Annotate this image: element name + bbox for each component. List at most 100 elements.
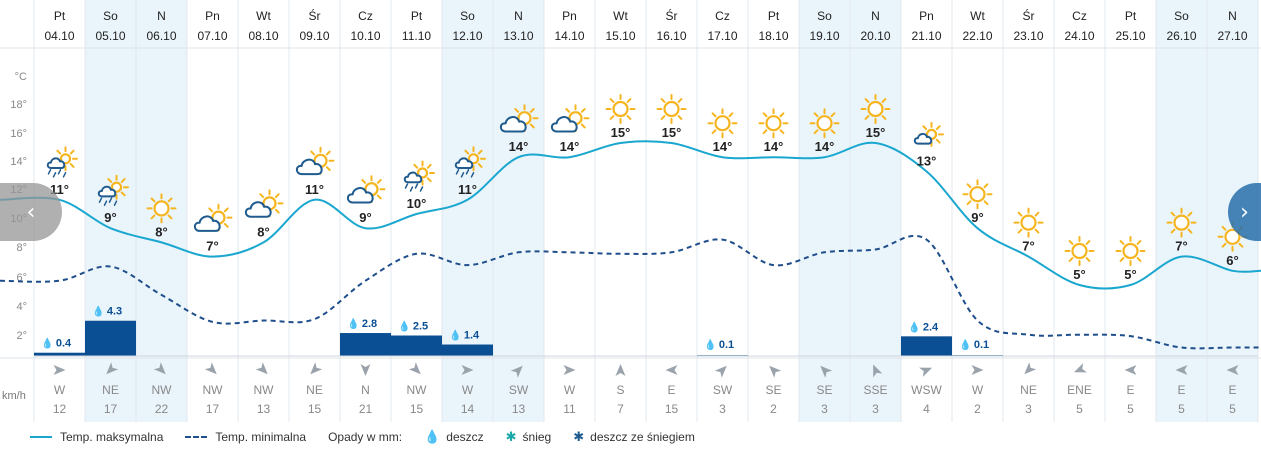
date-label: 19.10 (809, 29, 839, 43)
sun-ray (259, 193, 265, 199)
day-of-week-label: Śr (1023, 8, 1035, 23)
sun-ray (966, 183, 972, 189)
wind-speed-label: 13 (512, 402, 526, 416)
sun-ray (1017, 228, 1023, 234)
day-of-week-label: Pt (411, 9, 423, 23)
sun-ray (922, 125, 928, 131)
date-label: 10.10 (350, 29, 380, 43)
sun-disc (969, 186, 986, 203)
precip-label-group: 💧 2.5 (398, 320, 428, 333)
max-temp-label: 9° (104, 210, 116, 225)
y-axis-tick-label: 2° (16, 330, 27, 342)
date-label: 24.10 (1064, 29, 1094, 43)
raindrop-icon: 💧 (959, 338, 971, 351)
sun-ray (477, 149, 483, 155)
cloud-shape (244, 201, 272, 218)
sun-ray (361, 179, 367, 184)
weekend-column-bg (799, 0, 850, 422)
sun-ray (1136, 257, 1142, 262)
wind-arrow-icon (204, 362, 217, 375)
precip-label-group: 💧 0.4 (41, 337, 72, 350)
wind-speed-label: 2 (770, 402, 777, 416)
sun-ray (983, 200, 989, 206)
wind-direction-label: N (361, 383, 370, 397)
cloud-shape (97, 185, 117, 198)
raindrop-icon: 💧 (704, 338, 716, 351)
wind-direction-label: SSE (863, 383, 887, 397)
wind-speed-label: 5 (1229, 402, 1236, 416)
wind-arrow-icon (820, 365, 833, 378)
wind-arrow-shape (820, 365, 833, 378)
date-label: 18.10 (758, 29, 788, 43)
sun-icon (656, 94, 687, 124)
wind-speed-label: 15 (410, 402, 424, 416)
wind-direction-label: E (667, 383, 675, 397)
date-label: 22.10 (962, 29, 992, 43)
sun-cloud-icon (346, 175, 386, 204)
wind-direction-label: NE (1020, 383, 1037, 397)
wind-arrow-icon (510, 365, 523, 378)
sun-ray (150, 197, 156, 203)
precip-bar (442, 344, 493, 356)
wind-direction-label: SE (816, 383, 832, 397)
sun-disc (765, 115, 782, 132)
cloud-sun-icon (913, 121, 944, 147)
max-temp-label: 5° (1124, 267, 1136, 282)
weekend-column-bg (493, 0, 544, 422)
sun-icon (758, 108, 789, 139)
wind-direction-label: SE (765, 383, 781, 397)
sun-ray (464, 149, 470, 155)
precip-bar (340, 333, 391, 356)
sun-ray (1119, 257, 1125, 262)
sun-ray (711, 129, 717, 135)
wind-arrow-shape (971, 365, 984, 375)
rain-drop-mark (470, 172, 475, 178)
sun-ray (1136, 240, 1142, 245)
sun-ray (413, 163, 419, 169)
wind-speed-label: 12 (53, 402, 67, 416)
legend-rain: 💧 deszcz (424, 429, 484, 445)
y-axis-tick-label: 6° (16, 272, 27, 284)
sun-ray (830, 129, 836, 135)
sun-ray (325, 166, 331, 171)
scroll-left-button[interactable]: ‹ (0, 183, 62, 241)
wind-arrow-icon (919, 367, 933, 377)
precip-amount-label: 0.1 (974, 339, 989, 351)
wind-speed-label: 17 (104, 402, 118, 416)
date-label: 07.10 (197, 29, 227, 43)
sun-ray (529, 108, 535, 113)
precip-label-group: 💧 0.1 (704, 338, 734, 351)
wind-arrow-icon (615, 364, 626, 376)
sun-ray (69, 149, 75, 155)
wind-direction-label: NE (102, 383, 119, 397)
sun-cloud-icon (244, 189, 284, 218)
wind-arrow-shape (1024, 362, 1037, 375)
sun-ray (728, 112, 734, 118)
precip-bar (391, 335, 442, 356)
max-temp-label: 13° (917, 153, 937, 168)
wind-direction-label: SW (713, 383, 733, 397)
wind-arrow-icon (255, 362, 268, 375)
day-of-week-label: Cz (358, 9, 373, 23)
day-of-week-label: Pn (919, 9, 934, 23)
wind-speed-label: 3 (719, 402, 726, 416)
wind-speed-label: 5 (1178, 402, 1185, 416)
day-of-week-label: So (103, 9, 118, 23)
sun-ray (660, 115, 666, 120)
wind-arrow-shape (919, 367, 933, 377)
wind-direction-label: NW (203, 383, 224, 397)
raindrop-icon: 💧 (908, 320, 920, 333)
sun-ray (565, 108, 571, 113)
day-of-week-label: N (157, 9, 166, 23)
precip-amount-label: 0.4 (56, 338, 72, 350)
sun-ray (762, 112, 768, 118)
max-temp-label: 11° (458, 182, 477, 197)
day-of-week-label: So (1174, 9, 1189, 23)
wind-arrow-icon (310, 362, 323, 375)
wind-speed-label: 22 (155, 402, 169, 416)
legend-min-temp: Temp. minimalna (185, 430, 306, 444)
wind-arrow-icon (1124, 365, 1137, 375)
sun-ray (120, 191, 126, 197)
sun-cloud-rain-icon (97, 174, 129, 206)
sun-ray (580, 108, 586, 113)
